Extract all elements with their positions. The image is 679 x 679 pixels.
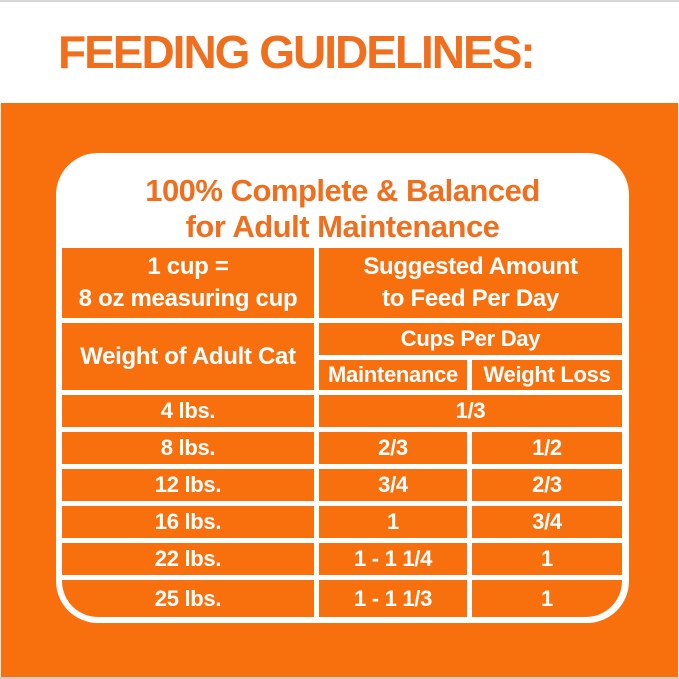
suggested-amount-header: Suggested Amount to Feed Per Day	[319, 248, 622, 318]
weight-cell: 8 lbs.	[62, 432, 314, 464]
page-title: FEEDING GUIDELINES:	[58, 25, 536, 78]
weight-column-header: Weight of Adult Cat	[62, 323, 314, 390]
amount-cell-merged: 1/3	[319, 395, 622, 427]
suggested-amount-line1: Suggested Amount	[363, 253, 578, 280]
weight-cell: 16 lbs.	[62, 506, 314, 538]
weight-cell: 12 lbs.	[62, 469, 314, 501]
maintenance-amount-cell: 1	[319, 506, 467, 538]
maintenance-column-header: Maintenance	[319, 360, 467, 390]
header-band: FEEDING GUIDELINES:	[0, 0, 679, 103]
cups-per-day-header: Cups Per Day	[319, 323, 622, 355]
panel-heading-line1: 100% Complete & Balanced	[145, 173, 540, 208]
cup-measure-note-line1: 1 cup =	[147, 253, 229, 280]
weight-loss-amount-cell: 1/2	[472, 432, 622, 464]
maintenance-amount-cell: 1 - 1 1/4	[319, 543, 467, 575]
cup-measure-note-line2: 8 oz measuring cup	[78, 285, 298, 312]
suggested-amount-line2: to Feed Per Day	[382, 285, 559, 312]
cup-measure-note: 1 cup = 8 oz measuring cup	[62, 248, 314, 318]
panel-heading: 100% Complete & Balanced for Adult Maint…	[56, 173, 629, 245]
maintenance-amount-cell: 1 - 1 1/3	[319, 580, 467, 617]
weight-cell: 4 lbs.	[62, 395, 314, 427]
weight-cell: 25 lbs.	[62, 580, 314, 617]
maintenance-amount-cell: 3/4	[319, 469, 467, 501]
weight-cell: 22 lbs.	[62, 543, 314, 575]
weight-loss-amount-cell: 2/3	[472, 469, 622, 501]
weight-loss-amount-cell: 1	[472, 580, 622, 617]
guidelines-panel: 100% Complete & Balanced for Adult Maint…	[56, 153, 629, 623]
maintenance-amount-cell: 2/3	[319, 432, 467, 464]
feeding-table: 1 cup = 8 oz measuring cup Suggested Amo…	[62, 248, 622, 617]
weight-loss-amount-cell: 1	[472, 543, 622, 575]
weight-loss-column-header: Weight Loss	[472, 360, 622, 390]
weight-loss-amount-cell: 3/4	[472, 506, 622, 538]
panel-heading-line2: for Adult Maintenance	[185, 209, 500, 244]
